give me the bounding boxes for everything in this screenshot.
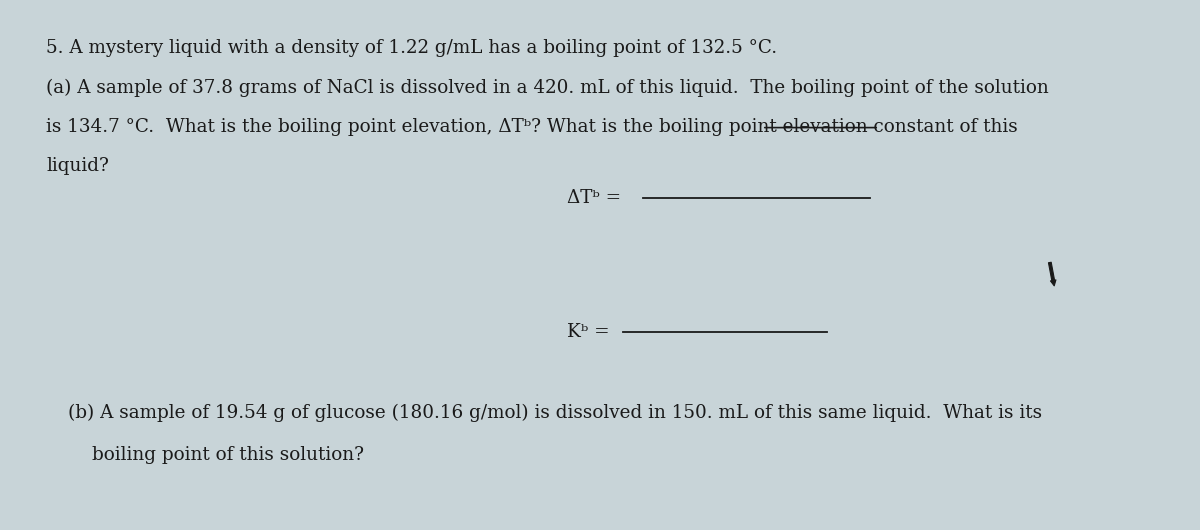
Text: Kᵇ =: Kᵇ = <box>566 323 610 341</box>
Text: boiling point of this solution?: boiling point of this solution? <box>91 446 364 464</box>
Text: ΔTᵇ =: ΔTᵇ = <box>566 189 620 207</box>
Text: (b) A sample of 19.54 g of glucose (180.16 g/mol) is dissolved in 150. mL of thi: (b) A sample of 19.54 g of glucose (180.… <box>68 404 1042 422</box>
Text: is 134.7 °C.  What is the boiling point elevation, ΔTᵇ? What is the boiling poin: is 134.7 °C. What is the boiling point e… <box>46 118 1018 136</box>
Text: 5. A mystery liquid with a density of 1.22 g/mL has a boiling point of 132.5 °C.: 5. A mystery liquid with a density of 1.… <box>46 40 778 57</box>
Text: liquid?: liquid? <box>46 157 109 175</box>
Text: (a) A sample of 37.8 grams of NaCl is dissolved in a 420. mL of this liquid.  Th: (a) A sample of 37.8 grams of NaCl is di… <box>46 79 1049 97</box>
